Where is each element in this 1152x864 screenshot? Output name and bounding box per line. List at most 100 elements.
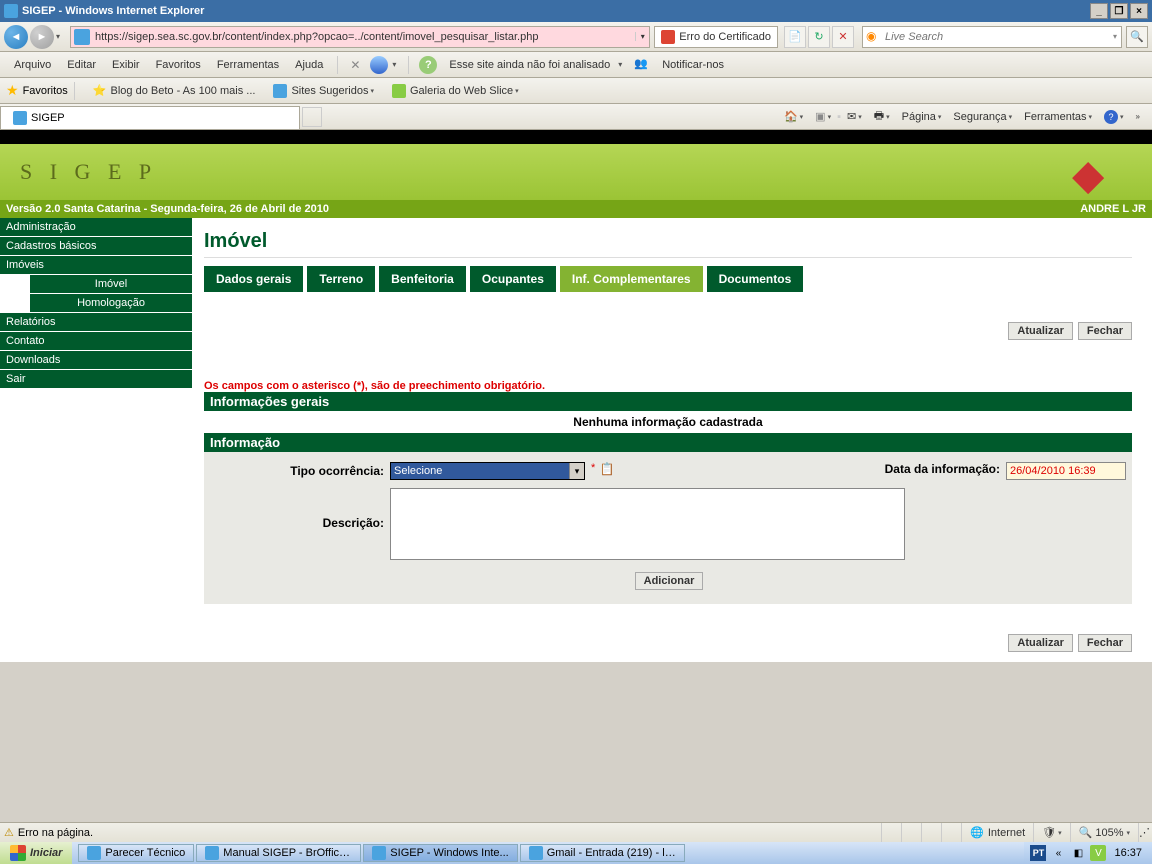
menu-ferramentas[interactable]: Ferramentas	[209, 56, 287, 74]
fav-blog-beto[interactable]: ⭐ Blog do Beto - As 100 mais ...	[87, 82, 262, 99]
tipo-ocorrencia-select[interactable]: Selecione	[390, 462, 585, 480]
version-text: Versão 2.0 Santa Catarina - Segunda-feir…	[6, 203, 329, 215]
fechar-button[interactable]: Fechar	[1078, 322, 1132, 340]
taskbar: Iniciar Parecer TécnicoManual SIGEP - Br…	[0, 842, 1152, 864]
fechar-button-2[interactable]: Fechar	[1078, 634, 1132, 652]
sidebar-item-contato[interactable]: Contato	[0, 332, 192, 351]
menu-exibir[interactable]: Exibir	[104, 56, 148, 74]
tray-icon[interactable]: ◧	[1070, 845, 1086, 861]
status-text: Erro na página.	[18, 827, 93, 839]
fav-sugeridos[interactable]: Sites Sugeridos ▾	[267, 82, 380, 100]
url-text[interactable]: https://sigep.sea.sc.gov.br/content/inde…	[93, 31, 635, 43]
minimize-button[interactable]: _	[1090, 3, 1108, 19]
atualizar-button[interactable]: Atualizar	[1008, 322, 1072, 340]
required-star: *	[591, 462, 595, 474]
start-button[interactable]: Iniciar	[0, 842, 72, 864]
tray-expand[interactable]: «	[1050, 845, 1066, 861]
new-tab-button[interactable]	[302, 107, 322, 127]
status-pane	[941, 823, 961, 842]
certificate-error[interactable]: Erro do Certificado	[654, 26, 778, 48]
detail-icon[interactable]: 📋	[599, 462, 615, 476]
content-tab[interactable]: Terreno	[307, 266, 375, 292]
taskbar-item[interactable]: Manual SIGEP - BrOffice....	[196, 844, 361, 862]
wot-icon[interactable]	[370, 56, 388, 74]
search-input[interactable]	[885, 31, 1109, 43]
status-pane	[901, 823, 921, 842]
tray-icon[interactable]: V	[1090, 845, 1106, 861]
forward-button[interactable]: ►	[30, 25, 54, 49]
sidebar-item-relatorios[interactable]: Relatórios	[0, 313, 192, 332]
close-button[interactable]: ×	[1130, 3, 1148, 19]
adicionar-button[interactable]: Adicionar	[635, 572, 704, 590]
refresh-button[interactable]: ↻	[808, 26, 830, 48]
feeds-button[interactable]: ▣▾	[809, 108, 837, 125]
internet-zone[interactable]: 🌐 Internet	[961, 823, 1033, 842]
content-tab[interactable]: Benfeitoria	[379, 266, 466, 292]
notify-label[interactable]: Notificar-nos	[654, 56, 732, 74]
sidebar-item-sair[interactable]: Sair	[0, 370, 192, 389]
protected-mode[interactable]: 🛡▾	[1033, 823, 1069, 842]
stop-button[interactable]: ✕	[832, 26, 854, 48]
home-button[interactable]: 🏠▾	[778, 108, 809, 125]
taskbar-item[interactable]: SIGEP - Windows Inte...	[363, 844, 517, 862]
menu-arquivo[interactable]: Arquivo	[6, 56, 59, 74]
search-go-button[interactable]: 🔍	[1126, 26, 1148, 48]
url-dropdown[interactable]: ▾	[635, 32, 649, 41]
favorites-star-icon[interactable]: ★	[6, 82, 19, 99]
print-button[interactable]: 🖶▾	[868, 105, 896, 128]
content-tab[interactable]: Documentos	[707, 266, 804, 292]
data-informacao-input[interactable]	[1006, 462, 1126, 480]
wot-message[interactable]: Esse site ainda não foi analisado	[441, 56, 618, 74]
browser-tab[interactable]: SIGEP	[0, 106, 300, 129]
ferramentas-menu[interactable]: Ferramentas▾	[1018, 109, 1098, 125]
sidebar-item-imoveis[interactable]: Imóveis	[0, 256, 192, 275]
seguranca-menu[interactable]: Segurança▾	[947, 109, 1018, 125]
fav-webslice[interactable]: Galeria do Web Slice ▾	[386, 82, 525, 100]
lang-indicator[interactable]: PT	[1030, 845, 1046, 861]
wot-msg-drop[interactable]: ▾	[618, 60, 628, 69]
search-drop[interactable]: ▾	[1109, 32, 1121, 41]
pagina-menu[interactable]: Página▾	[896, 109, 948, 125]
zoom-pane[interactable]: 🔍 105% ▾	[1070, 823, 1138, 842]
atualizar-button-2[interactable]: Atualizar	[1008, 634, 1072, 652]
compat-button[interactable]: 📄	[784, 26, 806, 48]
descricao-textarea[interactable]	[390, 488, 905, 560]
address-bar[interactable]: https://sigep.sea.sc.gov.br/content/inde…	[70, 26, 650, 48]
wot-drop[interactable]: ▾	[392, 60, 402, 69]
sidebar: Administração Cadastros básicos Imóveis …	[0, 218, 192, 389]
search-box[interactable]: ◉ ▾	[862, 26, 1122, 48]
nav-history-drop[interactable]: ▾	[56, 32, 66, 41]
sidebar-item-admin[interactable]: Administração	[0, 218, 192, 237]
webslice-icon	[392, 84, 406, 98]
content-tab[interactable]: Ocupantes	[470, 266, 556, 292]
taskbar-item[interactable]: Parecer Técnico	[78, 844, 194, 862]
sidebar-item-downloads[interactable]: Downloads	[0, 351, 192, 370]
sidebar-item-cadastros[interactable]: Cadastros básicos	[0, 237, 192, 256]
sidebar-sub-homolog[interactable]: Homologação	[0, 294, 192, 313]
back-button[interactable]: ◄	[4, 25, 28, 49]
notify-icon: 👥	[634, 57, 654, 73]
warning-icon: ⚠	[4, 826, 14, 839]
menu-favoritos[interactable]: Favoritos	[148, 56, 209, 74]
fav-beto-icon: ⭐	[93, 84, 107, 97]
section-info-gerais: Informações gerais	[204, 392, 1132, 411]
menu-editar[interactable]: Editar	[59, 56, 104, 74]
more-button[interactable]: »	[1130, 110, 1146, 123]
sc-flag-icon: ◆	[1072, 150, 1144, 196]
help-button[interactable]: ?▾	[1098, 108, 1130, 126]
resize-grip[interactable]: ⋰	[1138, 823, 1152, 842]
clock[interactable]: 16:37	[1108, 847, 1148, 859]
restore-button[interactable]: ❐	[1110, 3, 1128, 19]
close-toolbar-icon[interactable]: ✕	[344, 58, 366, 72]
content-tab[interactable]: Dados gerais	[204, 266, 303, 292]
menu-ajuda[interactable]: Ajuda	[287, 56, 331, 74]
task-icon	[529, 846, 543, 860]
mail-button[interactable]: ✉▾	[841, 108, 868, 125]
content-tab[interactable]: Inf. Complementares	[560, 266, 703, 292]
taskbar-item[interactable]: Gmail - Entrada (219) - la...	[520, 844, 685, 862]
favorites-label[interactable]: Favoritos	[23, 85, 68, 97]
main-content: Imóvel Dados geraisTerrenoBenfeitoriaOcu…	[192, 218, 1152, 662]
content-tabs: Dados geraisTerrenoBenfeitoriaOcupantesI…	[204, 266, 1132, 292]
fav-sugeridos-label: Sites Sugeridos	[291, 85, 368, 97]
sidebar-sub-imovel[interactable]: Imóvel	[0, 275, 192, 294]
